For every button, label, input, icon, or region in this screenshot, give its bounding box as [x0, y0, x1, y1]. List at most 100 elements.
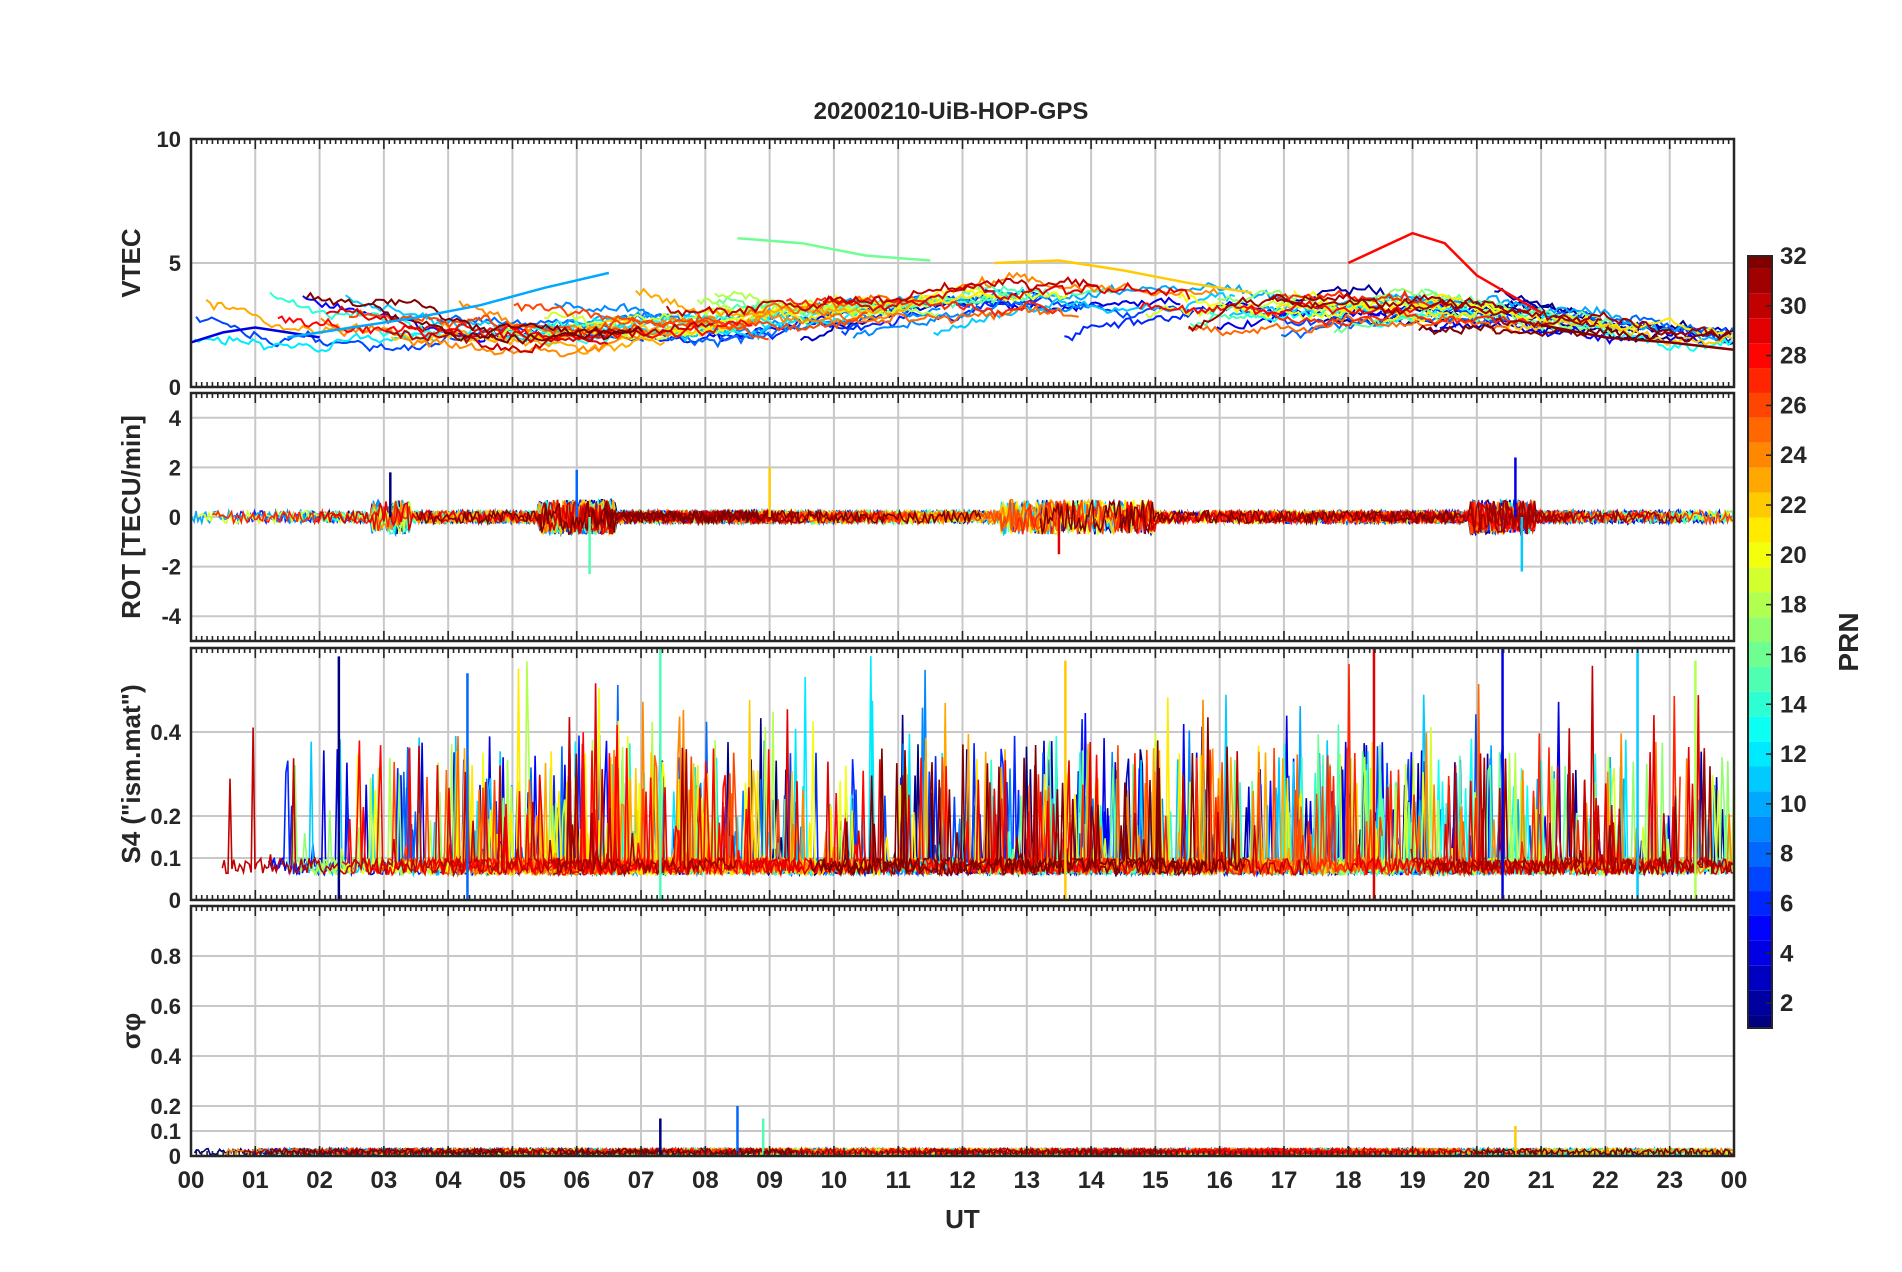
trace-prn-28: [1139, 300, 1419, 316]
x-tick-label: 00: [178, 1167, 205, 1194]
y-tick-label: 0.4: [150, 1044, 181, 1069]
trace-prn-28: [738, 749, 1102, 877]
panel-2: -4 -2 0 2 4 ROT [TECU/min]: [116, 391, 1736, 643]
traces: [191, 457, 1734, 575]
x-axis-label: UT: [945, 1204, 980, 1234]
y-tick-label: 4: [169, 406, 182, 431]
y-tick-label: 0.2: [150, 1094, 181, 1119]
colorbar-tick-label: 8: [1780, 841, 1793, 868]
colorbar-swatch: [1748, 1015, 1772, 1028]
x-tick-label: 21: [1528, 1167, 1555, 1194]
colorbar-swatch: [1748, 567, 1772, 593]
colorbar-swatch: [1748, 268, 1772, 294]
trace-prn-32: [305, 291, 643, 341]
trace-prn-24: [958, 271, 1219, 297]
y-tick-label: 0.4: [150, 720, 181, 745]
colorbar-tick-label: 16: [1780, 641, 1807, 668]
data-series-line: [287, 271, 610, 339]
trace-prn-29: [432, 683, 799, 878]
colorbar-tick-label: 2: [1780, 990, 1793, 1017]
colorbar-swatch: [1748, 915, 1772, 941]
trace-prn-32: [1039, 498, 1458, 535]
colorbar-tick-label: 14: [1780, 691, 1807, 718]
colorbar-tick-label: 22: [1780, 492, 1807, 519]
y-tick-label: 0.6: [150, 994, 181, 1019]
colorbar-tick-label: 4: [1780, 940, 1794, 967]
x-tick-label: 12: [949, 1167, 976, 1194]
y-tick-label: 0: [169, 888, 181, 913]
colorbar-swatch: [1748, 716, 1772, 742]
trace-prn-31: [1188, 292, 1602, 333]
colorbar-tick-label: 26: [1780, 392, 1807, 419]
y-tick-label: 10: [157, 127, 181, 152]
trace-prn-30: [665, 276, 1100, 318]
panel-1: 0 5 10 VTEC: [116, 127, 1736, 400]
x-tick-label: 06: [563, 1167, 590, 1194]
trace-prn-31: [552, 747, 738, 878]
y-tick-label: 0: [169, 505, 181, 530]
colorbar-swatch: [1748, 617, 1772, 642]
y-tick-label: -4: [161, 604, 181, 629]
colorbar-swatch: [1748, 517, 1772, 543]
x-tick-label: 07: [628, 1167, 655, 1194]
x-axis: 00 01 02 03 04 05 06 07 08 09 10 11 12 13 14 15 16 17 18 19…: [178, 1167, 1748, 1234]
colorbar-swatch: [1748, 256, 1772, 269]
y-tick-label: 0: [169, 375, 181, 400]
data-series-line: [191, 326, 320, 344]
colorbar-swatch: [1748, 666, 1772, 692]
x-tick-label: 23: [1656, 1167, 1683, 1194]
x-tick-label: 22: [1592, 1167, 1619, 1194]
colorbar-swatch: [1748, 866, 1772, 892]
y-axis-label: ROT [TECU/min]: [116, 415, 146, 619]
y-tick-label: 0: [169, 1144, 181, 1169]
trace-prn-13: [1369, 303, 1734, 353]
trace-prn-30: [221, 717, 630, 878]
trace-prn-27: [1244, 305, 1547, 328]
trace-prn-31: [1426, 752, 1734, 877]
y-tick-label: 0.1: [150, 846, 181, 871]
colorbar-swatch: [1748, 965, 1772, 991]
colorbar-swatch: [1748, 467, 1772, 493]
x-tick-label: 11: [886, 1167, 911, 1194]
colorbar-swatch: [1748, 318, 1772, 344]
trace-prn-29: [1047, 1146, 1463, 1156]
y-tick-label: 5: [169, 251, 181, 276]
trace-prn-21: [575, 290, 986, 343]
trace-prn-31: [1268, 293, 1532, 316]
x-tick-label: 17: [1271, 1167, 1298, 1194]
colorbar-tick-label: 20: [1780, 542, 1807, 569]
data-series-line: [994, 259, 1252, 295]
trace-prn-30: [1410, 665, 1734, 877]
trace-prn-26: [1387, 499, 1734, 536]
colorbar-frame: [1747, 255, 1773, 1029]
colorbar-swatch: [1748, 816, 1772, 842]
data-series-line: [1540, 323, 1734, 352]
colorbar-tick-label: 30: [1780, 293, 1807, 320]
traces: [221, 648, 1734, 900]
x-tick-label: 03: [371, 1167, 398, 1194]
x-tick-label: 01: [242, 1167, 269, 1194]
x-tick-label: 10: [821, 1167, 848, 1194]
colorbar-label: PRN: [1833, 612, 1864, 671]
y-axis-label: VTEC: [116, 228, 146, 298]
panel-3: 0 0.1 0.2 0.4S4 ("ism.mat"): [116, 646, 1736, 913]
x-tick-label: 18: [1335, 1167, 1362, 1194]
x-tick-label: 13: [1013, 1167, 1040, 1194]
trace-prn-30: [385, 321, 714, 354]
x-tick-label: 09: [756, 1167, 783, 1194]
x-tick-label: 19: [1399, 1167, 1426, 1194]
colorbar-tick-label: 32: [1780, 243, 1807, 270]
trace-prn-24: [458, 300, 893, 336]
colorbar-swatch: [1748, 417, 1772, 443]
colorbar-tick-label: 28: [1780, 343, 1807, 370]
panel-4: 00.10.2 0.4 0.6 0.8 σφ: [116, 904, 1736, 1169]
colorbar-tick-label: 18: [1780, 592, 1807, 619]
trace-prn-32: [371, 302, 632, 345]
trace-prn-32: [584, 501, 982, 533]
colorbar-tick-label: 6: [1780, 890, 1793, 917]
trace-prn-23: [1066, 743, 1334, 876]
x-tick-label: 08: [692, 1167, 719, 1194]
trace-prn-29: [822, 281, 1191, 313]
x-tick-label: 02: [306, 1167, 333, 1194]
